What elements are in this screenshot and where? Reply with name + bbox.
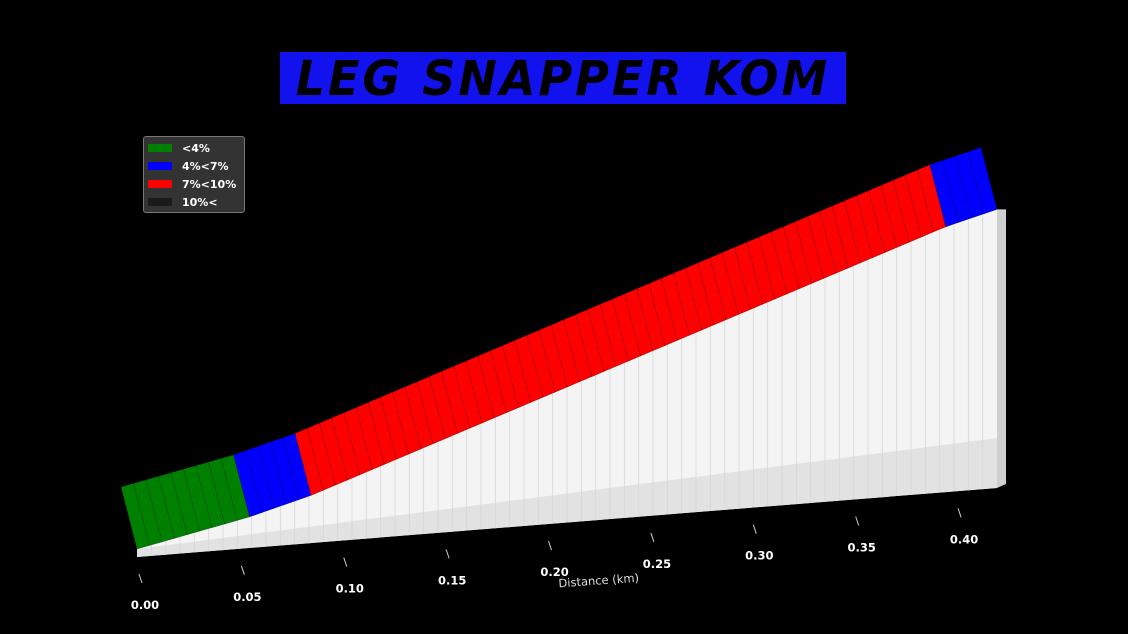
legend-swatch — [148, 180, 172, 188]
legend-item: <4% — [148, 141, 210, 155]
legend-label: 4%<7% — [182, 159, 229, 173]
x-tick-label: 0.25 — [643, 557, 671, 571]
chart-title: LEG SNAPPER KOM — [295, 49, 831, 107]
x-tick-label: 0.20 — [540, 565, 568, 579]
legend: <4% 4%<7% 7%<10% 10%< — [143, 136, 245, 213]
x-tick-label: 0.00 — [131, 598, 159, 612]
legend-label: <4% — [182, 141, 210, 155]
profile-end-face — [997, 209, 1006, 488]
x-tick-label: 0.15 — [438, 573, 466, 587]
x-tick-label: 0.40 — [950, 532, 978, 546]
x-tick-mark — [445, 549, 450, 559]
legend-swatch — [148, 144, 172, 152]
x-tick-mark — [548, 540, 552, 551]
chart-title-banner: LEG SNAPPER KOM — [280, 49, 846, 107]
x-tick-mark — [752, 524, 757, 534]
x-tick-label: 0.05 — [233, 590, 261, 604]
legend-swatch — [148, 198, 172, 206]
x-tick-label: 0.10 — [336, 582, 364, 596]
x-tick-mark — [957, 508, 962, 518]
x-tick-mark — [650, 532, 655, 543]
legend-item: 10%< — [148, 195, 218, 209]
legend-item: 7%<10% — [148, 177, 236, 191]
x-tick-label: 0.30 — [745, 549, 773, 563]
gradient-segment-3 — [967, 147, 998, 215]
legend-label: 10%< — [182, 195, 218, 209]
legend-item: 4%<7% — [148, 159, 229, 173]
x-axis-label: Distance (km) — [558, 571, 640, 591]
x-tick-mark — [343, 557, 348, 567]
x-tick-mark — [855, 516, 860, 526]
legend-swatch — [148, 162, 172, 170]
x-tick-mark — [138, 573, 143, 584]
x-tick-label: 0.35 — [847, 541, 875, 555]
legend-label: 7%<10% — [182, 177, 237, 191]
x-tick-mark — [240, 565, 245, 575]
